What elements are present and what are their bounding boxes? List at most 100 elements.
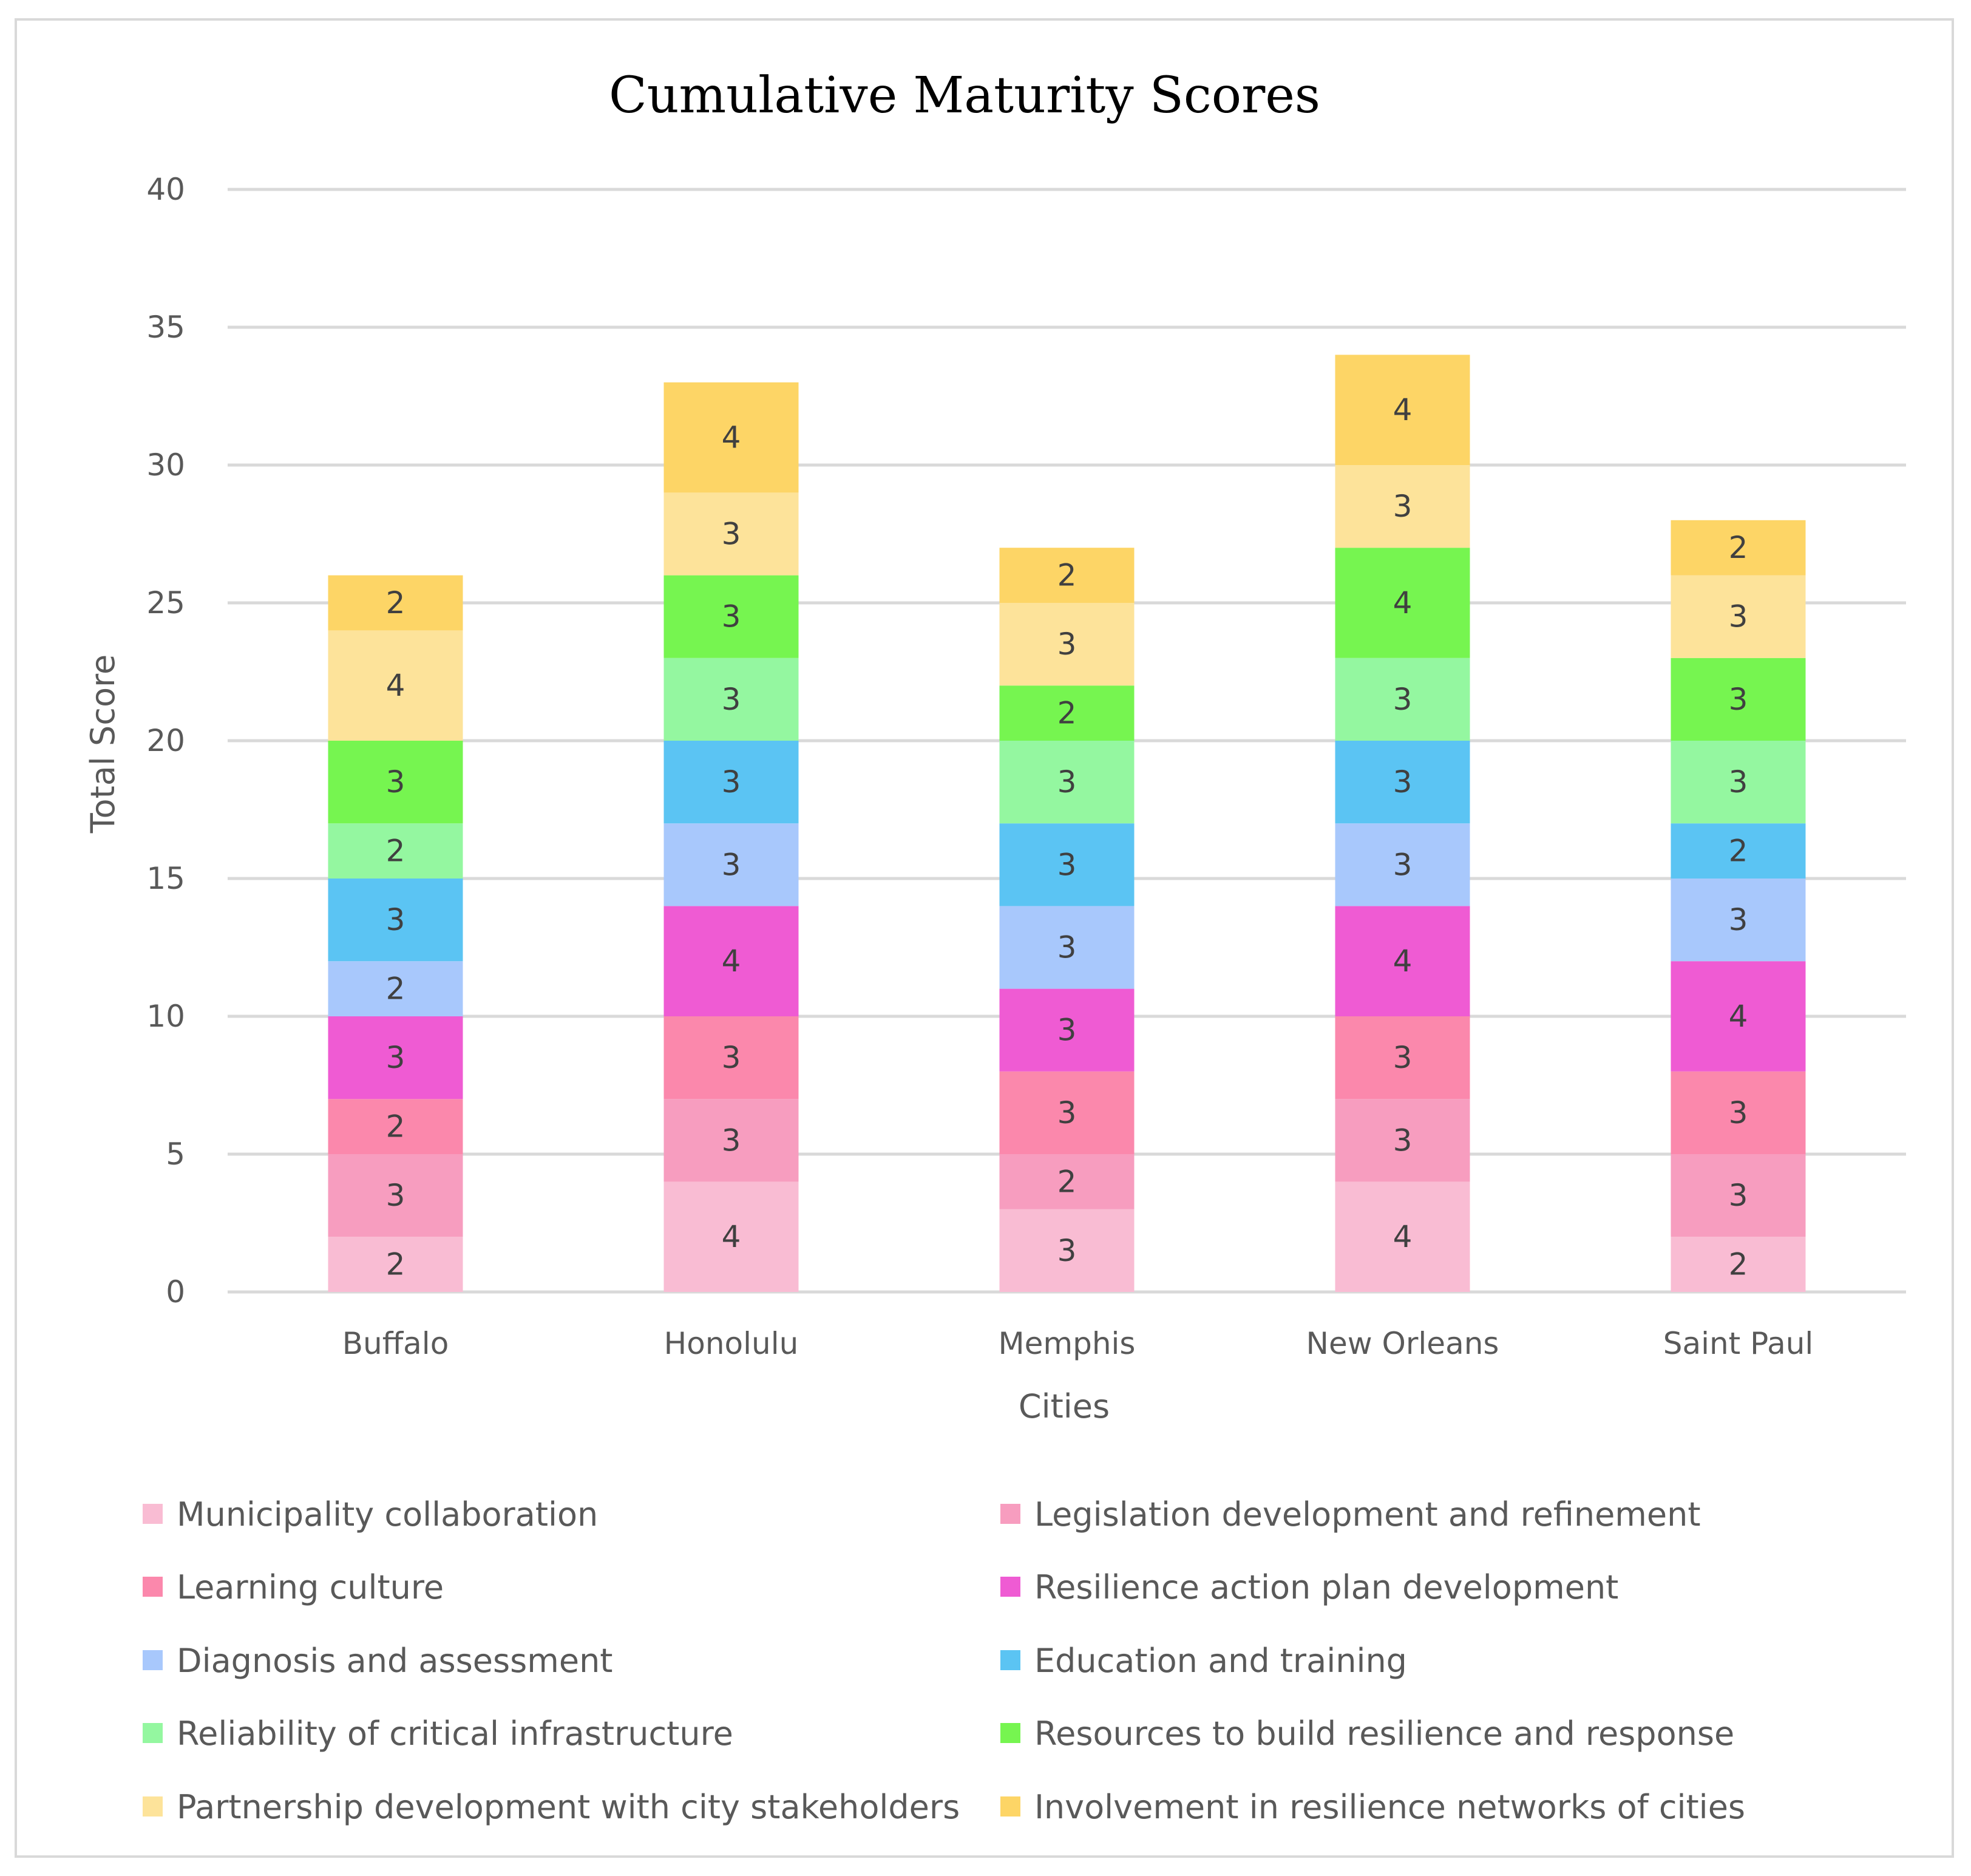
legend-swatch xyxy=(143,1504,163,1524)
bar-value-label: 4 xyxy=(1393,585,1413,620)
bar-value-label: 3 xyxy=(1057,847,1077,882)
bar-value-label: 4 xyxy=(1393,392,1413,427)
bar-segment xyxy=(328,961,463,1016)
bar-segment xyxy=(663,382,799,493)
bar-segment xyxy=(663,823,799,906)
y-tick-label: 25 xyxy=(146,585,185,620)
bar-value-label: 3 xyxy=(1057,764,1077,800)
legend-swatch xyxy=(1000,1504,1020,1524)
bar-value-label: 4 xyxy=(1393,1219,1413,1254)
bar-segment xyxy=(328,1237,463,1292)
y-tick-label: 40 xyxy=(146,172,185,207)
bar-value-label: 2 xyxy=(1057,1164,1077,1199)
bar-segment xyxy=(1671,575,1806,658)
bar-value-label: 4 xyxy=(722,1219,741,1254)
bar-segment xyxy=(999,823,1135,906)
bar-segment xyxy=(663,492,799,576)
bar-segment xyxy=(328,630,463,741)
bar-segment xyxy=(663,658,799,741)
y-tick-label: 0 xyxy=(166,1274,185,1310)
bar-value-label: 3 xyxy=(1057,1013,1077,1048)
bar-value-label: 3 xyxy=(1393,682,1413,717)
bar-segment xyxy=(999,988,1135,1072)
legend-swatch xyxy=(1000,1650,1020,1670)
bar-segment xyxy=(663,1016,799,1099)
bar-value-label: 3 xyxy=(722,1123,741,1158)
legend-label: Resources to build resilience and respon… xyxy=(1034,1715,1734,1753)
legend-swatch xyxy=(1000,1577,1020,1597)
bar-value-label: 2 xyxy=(1057,696,1077,731)
bar-value-label: 3 xyxy=(386,1178,405,1213)
bar-value-label: 3 xyxy=(722,847,741,882)
legend-swatch xyxy=(143,1723,163,1743)
bar-value-label: 3 xyxy=(386,764,405,800)
bar-segment xyxy=(1335,1099,1470,1182)
legend-label: Reliability of critical infrastructure xyxy=(177,1715,733,1753)
bar-value-label: 3 xyxy=(1393,764,1413,800)
legend-label: Involvement in resilience networks of ci… xyxy=(1034,1788,1745,1826)
bar-segment xyxy=(328,741,463,824)
bar-value-label: 3 xyxy=(1057,930,1077,965)
bar-segment xyxy=(328,1016,463,1099)
bar-value-label: 3 xyxy=(1393,1123,1413,1158)
bar-segment xyxy=(999,1071,1135,1154)
y-tick-label: 10 xyxy=(146,999,185,1034)
bar-value-label: 2 xyxy=(1729,530,1748,565)
bar-segment xyxy=(1335,355,1470,465)
legend: Municipality collaboration Legislation de… xyxy=(143,1495,1745,1826)
bar-value-label: 3 xyxy=(1393,847,1413,882)
bar-segment xyxy=(1335,1181,1470,1292)
bar-value-label: 3 xyxy=(1057,627,1077,662)
bar-segment xyxy=(1671,1071,1806,1154)
legend-label: Partnership development with city stakeh… xyxy=(177,1788,960,1826)
bar-segment xyxy=(1335,1016,1470,1099)
x-tick-label: New Orleans xyxy=(1306,1326,1499,1361)
bar-segment xyxy=(1671,520,1806,576)
legend-label: Diagnosis and assessment xyxy=(177,1642,612,1680)
bar-segment xyxy=(999,1154,1135,1209)
bar-value-label: 3 xyxy=(386,1040,405,1075)
legend-swatch xyxy=(1000,1796,1020,1817)
bar-segment xyxy=(1671,1237,1806,1292)
bar-segment xyxy=(328,1099,463,1154)
bar-segment xyxy=(1335,906,1470,1016)
bar-segment xyxy=(328,575,463,631)
bar-segment xyxy=(1671,1154,1806,1237)
bar-segment xyxy=(663,575,799,658)
bar-segment xyxy=(1671,879,1806,962)
bar-segment xyxy=(1671,658,1806,741)
bar-segment xyxy=(663,906,799,1016)
legend-label: Municipality collaboration xyxy=(177,1495,598,1534)
bar-value-label: 3 xyxy=(1729,1178,1748,1213)
bar-segment xyxy=(1671,823,1806,879)
bar-segment xyxy=(999,741,1135,824)
bar-segment xyxy=(999,906,1135,989)
bar-segment xyxy=(1335,741,1470,824)
bar-segment xyxy=(999,685,1135,741)
bar-segment xyxy=(1671,741,1806,824)
y-tick-label: 35 xyxy=(146,310,185,345)
bar-segment xyxy=(999,1209,1135,1292)
bar-value-label: 2 xyxy=(1729,834,1748,869)
bar-value-label: 2 xyxy=(386,834,405,869)
bar-segment xyxy=(999,548,1135,603)
bar-value-label: 3 xyxy=(722,764,741,800)
bars: 2 3 2 3 2 3 2 3 4 2 4 3 3 4 3 3 3 3 3 4 3 2 3 3 3 3 3 2 3 2 4 3 3 4 3 3 3 4 3 4… xyxy=(328,355,1806,1292)
bar-segment xyxy=(1335,548,1470,658)
bar-segment xyxy=(1335,465,1470,548)
legend-swatch xyxy=(143,1796,163,1817)
bar-value-label: 2 xyxy=(386,585,405,620)
bar-value-label: 3 xyxy=(1393,1040,1413,1075)
x-tick-label: Saint Paul xyxy=(1663,1326,1814,1361)
bar-segment xyxy=(663,741,799,824)
bar-value-label: 2 xyxy=(1729,1247,1748,1282)
bar-value-label: 4 xyxy=(722,420,741,455)
bar-value-label: 3 xyxy=(1729,1095,1748,1130)
bar-value-label: 3 xyxy=(1057,1233,1077,1268)
bar-segment xyxy=(663,1181,799,1292)
bar-value-label: 2 xyxy=(386,1247,405,1282)
legend-swatch xyxy=(143,1577,163,1597)
bar-value-label: 3 xyxy=(386,902,405,937)
y-tick-label: 5 xyxy=(166,1137,185,1172)
x-axis-ticks: Buffalo Honolulu Memphis New Orleans Saint P… xyxy=(342,1326,1814,1361)
